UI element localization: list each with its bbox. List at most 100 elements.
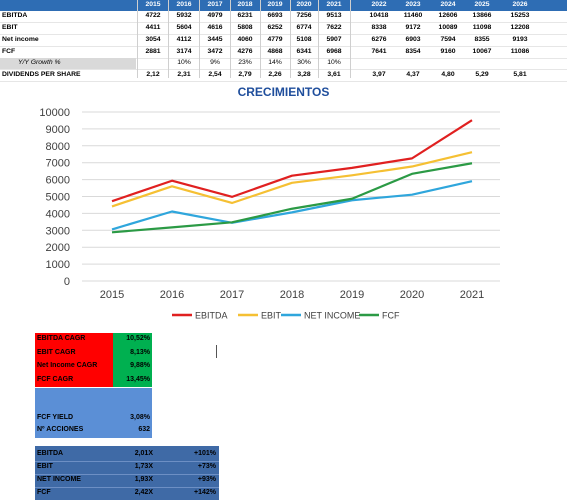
table-cell: 6693 — [267, 12, 283, 19]
legend-label: EBITDA — [195, 311, 228, 321]
legend-label: NET INCOME — [304, 311, 360, 321]
multiples-row: FCF 2,42X +142% — [35, 487, 219, 500]
table-cell: 10067 — [472, 48, 492, 55]
multiples-box: EBITDA 2,01X +101% EBIT 1,73X +73% NET INCOME 1… — [35, 446, 219, 500]
table-cell: 6903 — [405, 36, 421, 43]
multiples-percent: +101% — [194, 450, 216, 457]
table-cell: 2,12 — [146, 71, 160, 78]
y-tick-label: 7000 — [46, 158, 70, 170]
y-tick-label: 6000 — [46, 175, 70, 187]
yield-row: FCF YIELD 3,08% — [35, 412, 152, 425]
table-cell: 4,37 — [406, 71, 420, 78]
year-header-cell: 2025 — [474, 1, 490, 8]
y-tick-label: 8000 — [46, 141, 70, 153]
row-divider — [0, 46, 567, 47]
table-cell: 2,31 — [177, 71, 191, 78]
cagr-value: 10,52% — [126, 335, 150, 342]
yield-label: Nº ACCIONES — [37, 426, 84, 433]
cagr-row: Net Income CAGR 9,88% — [35, 360, 152, 374]
year-header-cell: 2022 — [371, 1, 387, 8]
table-cell: 2,79 — [238, 71, 252, 78]
table-cell: 3,97 — [372, 71, 386, 78]
multiples-row: NET INCOME 1,93X +93% — [35, 474, 219, 488]
table-cell: 4276 — [237, 48, 253, 55]
table-cell: 5,29 — [475, 71, 489, 78]
table-cell: 8354 — [405, 48, 421, 55]
table-row: FCF 2881 3174 3472 4276 4868 6341 6968 7641 8354 9… — [0, 47, 567, 58]
table-cell: 4112 — [176, 36, 192, 43]
table-cell: 5108 — [296, 36, 312, 43]
row-divider — [0, 58, 567, 59]
column-divider — [230, 0, 231, 78]
table-cell: 7594 — [440, 36, 456, 43]
legend-label: EBIT — [261, 311, 282, 321]
column-divider — [199, 0, 200, 78]
multiples-factor: 2,42X — [134, 489, 153, 496]
table-cell: 12208 — [510, 24, 530, 31]
table-row: EBITDA 4722 5932 4979 6231 6693 7256 9513 10418 1… — [0, 11, 567, 22]
x-tick-label: 2020 — [400, 289, 424, 301]
row-label: DIVIDENDS PER SHARE — [2, 71, 81, 78]
yield-value: 632 — [138, 426, 150, 433]
table-cell: 4868 — [267, 48, 283, 55]
legend-label: FCF — [382, 311, 400, 321]
row-label: FCF — [2, 48, 16, 55]
table-cell: 3472 — [207, 48, 223, 55]
table-cell: 8355 — [474, 36, 490, 43]
year-header-cell: 2015 — [145, 1, 161, 8]
multiples-percent: +73% — [197, 463, 216, 470]
yield-row: Nº ACCIONES 632 — [35, 424, 152, 437]
y-tick-label: 1000 — [46, 259, 70, 271]
column-divider — [290, 0, 291, 78]
table-cell: 7641 — [371, 48, 387, 55]
chart-title: CRECIMIENTOS — [237, 85, 330, 99]
cagr-row: FCF CAGR 13,45% — [35, 373, 152, 387]
cagr-label-cell — [35, 346, 113, 360]
x-tick-label: 2017 — [220, 289, 244, 301]
table-cell: 6774 — [296, 24, 312, 31]
cagr-row: EBIT CAGR 8,13% — [35, 346, 152, 360]
table-cell: 6252 — [267, 24, 283, 31]
table-cell: 3,61 — [327, 71, 341, 78]
cagr-value-cell — [113, 346, 152, 360]
cagr-row: EBITDA CAGR 10,52% — [35, 333, 152, 347]
table-cell: 2881 — [145, 48, 161, 55]
year-header-cell: 2019 — [267, 1, 283, 8]
y-tick-label: 10000 — [39, 107, 70, 119]
cagr-label: Net Income CAGR — [37, 362, 98, 369]
table-cell: 30% — [297, 59, 311, 66]
table-cell: 14% — [268, 59, 282, 66]
cagr-box: EBITDA CAGR 10,52% EBIT CAGR 8,13% Net Incom… — [35, 333, 152, 387]
row-divider — [0, 22, 567, 23]
table-cell: 10089 — [438, 24, 458, 31]
multiples-label: EBIT — [37, 463, 53, 470]
table-cell: 10% — [177, 59, 191, 66]
series-line-ebitda — [111, 119, 473, 203]
yield-box: FCF YIELD 3,08% Nº ACCIONES 632 — [35, 388, 152, 438]
year-header-cell: 2024 — [440, 1, 456, 8]
table-cell: 11460 — [403, 12, 423, 19]
multiples-factor: 1,93X — [134, 476, 153, 483]
y-tick-label: 0 — [64, 276, 70, 288]
y-tick-label: 9000 — [46, 124, 70, 136]
cagr-label: FCF CAGR — [37, 375, 74, 383]
column-divider — [350, 0, 351, 78]
year-header-cell: 2021 — [326, 1, 342, 8]
table-cell: 23% — [238, 59, 252, 66]
yield-value: 3,08% — [130, 414, 150, 421]
cagr-value: 13,45% — [126, 375, 150, 383]
table-cell: 4979 — [207, 12, 223, 19]
table-cell: 5932 — [176, 12, 192, 19]
multiples-row: EBIT 1,73X +73% — [35, 461, 219, 475]
cagr-label: EBITDA CAGR — [37, 335, 86, 342]
table-cell: 7256 — [296, 12, 312, 19]
column-divider — [318, 0, 319, 78]
multiples-label: NET INCOME — [37, 476, 81, 483]
multiples-percent: +142% — [194, 489, 216, 496]
cagr-label-cell — [35, 373, 113, 387]
table-cell: 11098 — [472, 24, 492, 31]
y-tick-label: 3000 — [46, 225, 70, 237]
table-cell: 9193 — [512, 36, 528, 43]
column-divider — [168, 0, 169, 78]
table-cell: 5907 — [326, 36, 342, 43]
